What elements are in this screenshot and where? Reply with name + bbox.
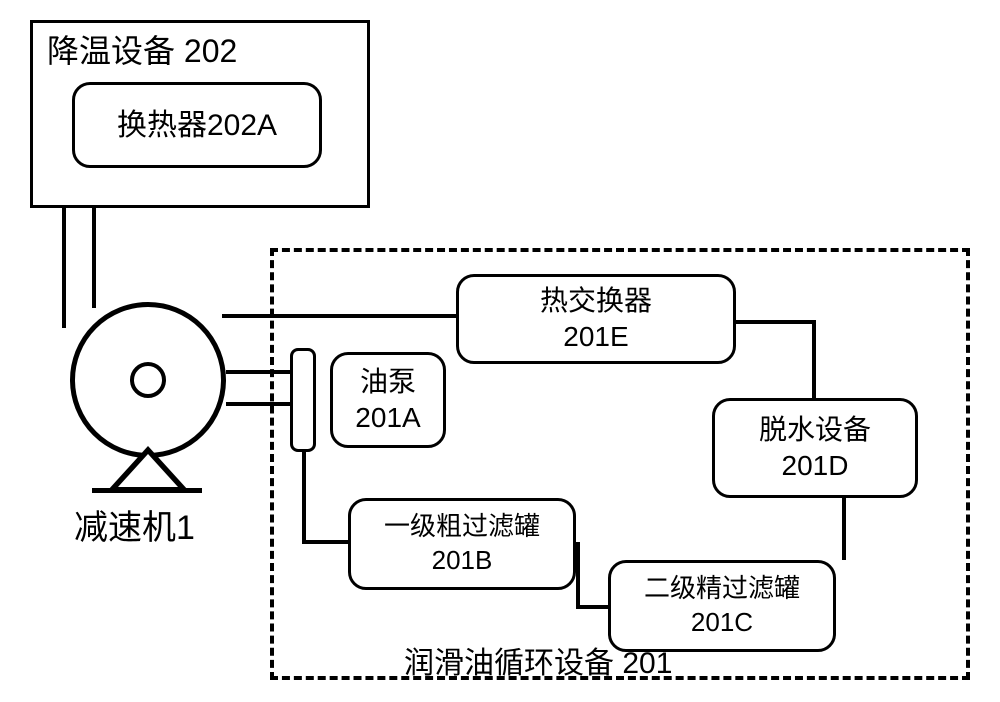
line-cooling-to-motor-2 <box>92 208 96 308</box>
oil-pump-label: 油泵 201A <box>355 364 420 437</box>
dehydrator-201d: 脱水设备 201D <box>712 398 918 498</box>
line-b-to-c-h <box>576 605 608 609</box>
line-fine-to-dehyd-v <box>842 498 846 560</box>
fine-filter-label: 二级精过滤罐 201C <box>644 572 800 640</box>
heat-exchanger-201e: 热交换器 201E <box>456 274 736 364</box>
line-tank-to-coarse-h <box>302 540 348 544</box>
oil-pump-201a: 油泵 201A <box>330 352 446 448</box>
cooling-device-title: 降温设备 202 <box>47 31 237 73</box>
pump-tank <box>290 348 316 452</box>
heat-exchanger-202a: 换热器202A <box>72 82 322 168</box>
line-coarse-to-fine-v <box>576 542 580 605</box>
line-tank-to-coarse-v <box>302 452 306 544</box>
reducer-label: 减速机1 <box>74 500 195 549</box>
coarse-filter-201b: 一级粗过滤罐 201B <box>348 498 576 590</box>
line-motor-to-pump <box>226 370 290 374</box>
dehydrator-label: 脱水设备 201D <box>759 412 871 485</box>
line-dehyd-to-he-h <box>736 320 816 324</box>
heat-exchanger-201e-label: 热交换器 201E <box>540 283 652 356</box>
heat-exchanger-202a-label: 换热器202A <box>117 106 277 145</box>
line-motor-to-heatex-h <box>222 314 456 318</box>
line-cooling-to-motor-1 <box>62 208 66 328</box>
reducer-motor-inner <box>130 362 166 398</box>
line-motor-to-tank <box>226 402 290 406</box>
coarse-filter-label: 一级粗过滤罐 201B <box>384 510 540 578</box>
lube-circuit-title: 润滑油循环设备 201 <box>404 638 672 682</box>
line-dehyd-to-he-v <box>812 320 816 398</box>
reducer-base-line <box>92 488 202 493</box>
reducer-motor-base-inner <box>118 454 178 487</box>
